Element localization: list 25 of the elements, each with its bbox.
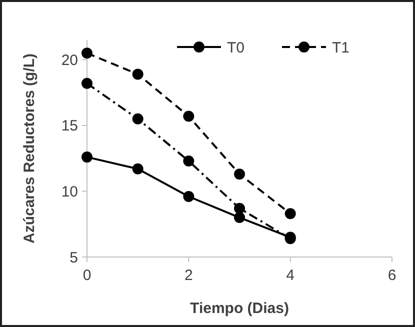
x-tick-label: 4 — [286, 267, 295, 284]
x-tick-label: 0 — [82, 267, 92, 284]
point — [82, 78, 92, 89]
legend-label: T1 — [332, 39, 350, 56]
point — [234, 168, 245, 180]
point — [234, 212, 245, 224]
point — [183, 191, 194, 202]
y-tick-label: 10 — [61, 183, 78, 200]
point — [284, 208, 296, 220]
legend-label: T0 — [227, 39, 245, 56]
point — [234, 202, 245, 214]
point — [132, 113, 144, 124]
point — [82, 48, 92, 59]
point — [82, 152, 92, 163]
point — [132, 68, 144, 80]
x-axis-title: Tiempo (Dias) — [190, 300, 289, 317]
x-tick-label: 2 — [184, 267, 193, 284]
y-tick-label: 5 — [70, 249, 78, 266]
point — [183, 155, 194, 166]
x-tick-label: 6 — [388, 267, 396, 284]
point — [183, 110, 194, 122]
y-tick-label: 20 — [61, 52, 78, 69]
y-tick-label: 15 — [61, 118, 78, 135]
point — [132, 163, 144, 174]
y-axis-title: Azúcares Reductores (g/L) — [21, 53, 38, 244]
